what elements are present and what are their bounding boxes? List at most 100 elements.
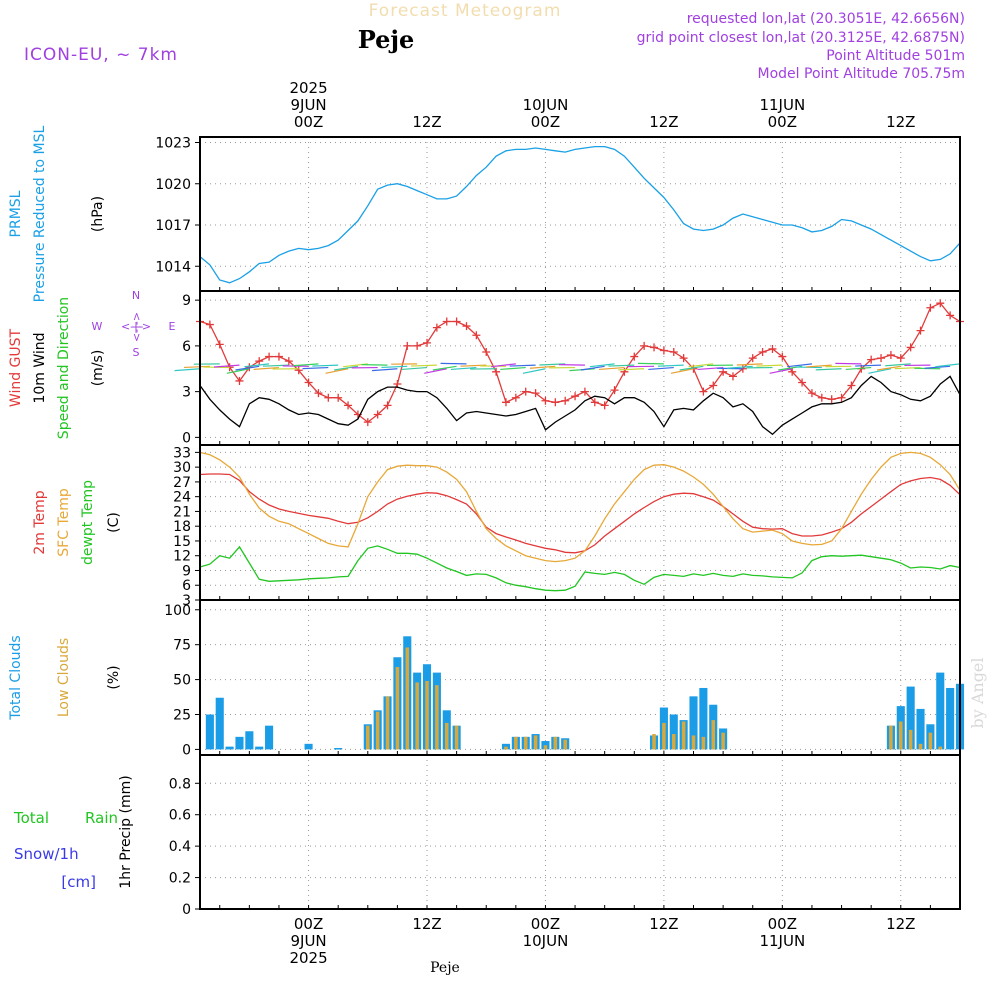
wind-direction-arrow [935, 363, 961, 368]
gust-marker [817, 393, 826, 402]
low-cloud-bar [928, 732, 933, 750]
total-cloud-bar [916, 708, 925, 750]
y-tick-label: 3 [182, 593, 191, 609]
low-cloud-bar [711, 720, 716, 750]
panel-5: 0 0.2 0.4 0.6 0.8 1hr Precip (mm) Total Rain Sno… [13, 754, 961, 918]
low-cloud-bar [889, 725, 893, 750]
wind-direction-arrow [688, 363, 714, 368]
top-time-label: 11JUN [759, 96, 805, 114]
gust-marker [344, 401, 353, 410]
precip-legend-label: Snow/1h [14, 845, 79, 863]
low-cloud-bar [415, 682, 419, 750]
total-cloud-bar [334, 748, 343, 750]
total-cloud-bar [689, 696, 698, 750]
y-tick-label: 1014 [155, 259, 191, 275]
compass-north: N [132, 289, 140, 302]
low-cloud-bar [553, 736, 558, 750]
top-time-label: 12Z [412, 113, 441, 131]
gust-marker [373, 410, 382, 419]
y-tick-label: 21 [173, 504, 191, 520]
faded-title: Forecast Meteogram [369, 1, 562, 21]
y-tick-label: 0.6 [169, 808, 191, 824]
low-cloud-bar [533, 735, 538, 750]
y-axis-label: dewpt Temp [80, 480, 96, 565]
y-tick-label: 100 [164, 603, 191, 619]
low-cloud-bar [454, 725, 459, 750]
wind-direction-arrow [608, 364, 635, 367]
gust-marker [324, 393, 333, 402]
y-tick-label: 15 [173, 534, 191, 550]
wind-direction-arrow [580, 365, 605, 371]
gust-marker [304, 378, 313, 387]
low-cloud-bar [543, 745, 548, 750]
gust-marker [916, 326, 925, 335]
bottom-time-label: 9JUN [290, 932, 326, 950]
gust-marker [877, 354, 886, 363]
total-cloud-bar [699, 687, 708, 750]
gust-marker [294, 366, 303, 375]
wind-direction-arrow [589, 363, 615, 368]
gust-marker [886, 351, 895, 360]
gust-marker [867, 355, 876, 364]
gust-marker [847, 381, 856, 390]
wind-direction-arrow [868, 368, 892, 374]
gust-marker [946, 311, 955, 320]
wind-direction-arrow [253, 366, 280, 371]
y-axis-label: Wind GUST [8, 328, 24, 407]
gust-marker [610, 386, 619, 395]
precip-legend-label: Rain [85, 809, 118, 827]
wind-direction-arrow [727, 365, 753, 369]
y-tick-label: 75 [173, 638, 191, 654]
low-cloud-bar [681, 721, 686, 750]
y-axis-label: Speed and Direction [56, 297, 72, 439]
low-cloud-bar [385, 696, 390, 750]
gust-marker [215, 340, 224, 349]
y-tick-label: 0 [182, 742, 191, 758]
y-axis-label: Low Clouds [56, 638, 72, 717]
wind-direction-arrow [924, 365, 951, 369]
y-tick-label: 0.8 [169, 776, 191, 792]
gust-marker [482, 347, 491, 356]
top-time-label: 00Z [294, 113, 323, 131]
low-cloud-bar [918, 743, 923, 750]
series-line-dewpt-temp [199, 545, 961, 592]
wind-direction-arrow [235, 365, 260, 371]
bottom-time-label: 10JUN [523, 932, 569, 950]
gust-marker [551, 398, 560, 407]
wind-direction-arrow [214, 364, 240, 368]
low-cloud-bar [701, 736, 706, 750]
wind-direction-arrow [670, 368, 694, 374]
wind-direction-arrow [529, 365, 556, 369]
gust-marker [284, 357, 293, 366]
total-cloud-bar [936, 672, 945, 750]
gridpoint-coords: grid point closest lon,lat (20.3125E, 42… [637, 30, 965, 46]
y-axis-label: Total Clouds [8, 635, 24, 720]
gust-marker [423, 338, 432, 347]
y-axis-label: 1hr Precip (mm) [118, 775, 134, 888]
top-time-label: 2025 [289, 79, 327, 97]
gust-marker [571, 392, 580, 401]
wind-direction-arrow [424, 368, 447, 374]
gust-marker [807, 389, 816, 398]
gust-marker [659, 346, 668, 355]
gust-marker [630, 352, 639, 361]
low-cloud-bar [523, 736, 528, 750]
y-tick-label: 33 [173, 445, 191, 461]
compass-ns-arrows: <-|-> [130, 312, 143, 342]
requested-coords: requested lon,lat (20.3051E, 42.6656N) [687, 11, 965, 27]
y-axis-label: Pressure Reduced to MSL [32, 125, 48, 302]
series-line-wind-gust [199, 302, 961, 423]
total-cloud-bar [946, 687, 955, 750]
gust-marker [748, 354, 757, 363]
y-tick-label: 30 [173, 460, 191, 476]
y-tick-label: 50 [173, 673, 191, 689]
gust-marker [590, 398, 599, 407]
wind-direction-arrow [522, 368, 546, 374]
panel-frame [199, 136, 961, 292]
gust-marker [501, 398, 510, 407]
low-cloud-bar [671, 734, 676, 750]
y-tick-label: 12 [173, 549, 191, 565]
gust-marker [580, 387, 589, 396]
